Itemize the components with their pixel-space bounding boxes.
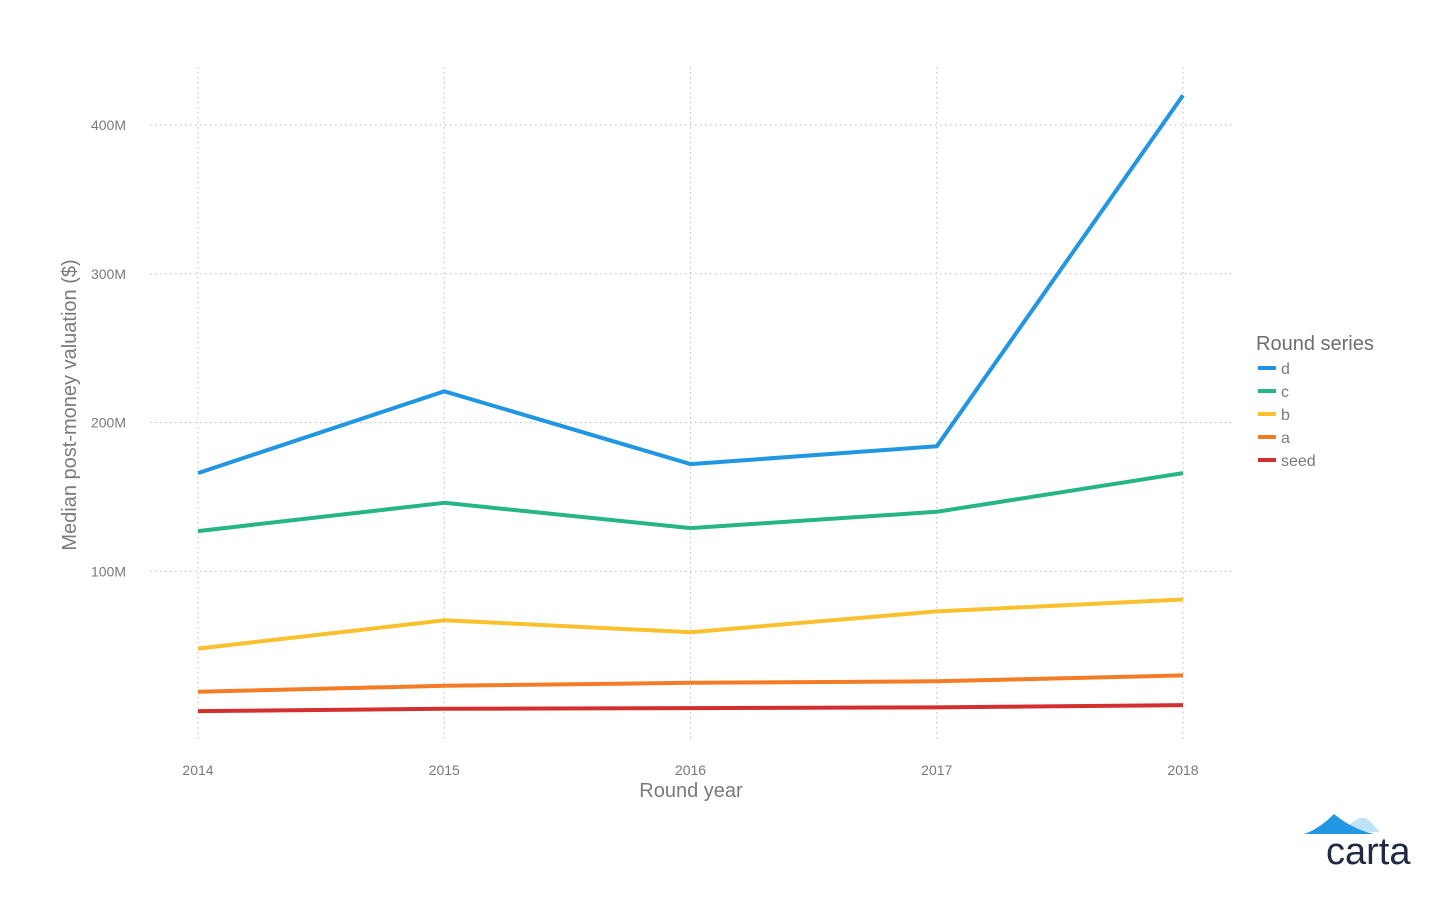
legend-label-a: a bbox=[1281, 430, 1290, 447]
series-lines bbox=[197, 94, 1185, 714]
x-tick-label: 2018 bbox=[1167, 762, 1198, 778]
y-tick-label: 200M bbox=[91, 415, 126, 431]
series-line-b bbox=[197, 597, 1184, 651]
axis-ticks: 2014 2015 2016 2017 2018 100M 200M 300M 400M bbox=[91, 117, 1199, 778]
carta-logo-wave bbox=[1304, 814, 1374, 834]
carta-logo-text: carta bbox=[1326, 831, 1411, 873]
y-tick-label: 400M bbox=[91, 117, 126, 133]
series-line-seed bbox=[197, 703, 1184, 714]
x-tick-label: 2014 bbox=[182, 762, 213, 778]
legend-label-b: b bbox=[1281, 407, 1290, 424]
y-tick-label: 300M bbox=[91, 266, 126, 282]
legend-title: Round series bbox=[1256, 333, 1374, 355]
series-line-d bbox=[197, 94, 1185, 475]
y-tick-label: 100M bbox=[91, 563, 126, 579]
x-tick-label: 2017 bbox=[921, 762, 952, 778]
x-tick-label: 2015 bbox=[429, 762, 460, 778]
x-tick-label: 2016 bbox=[675, 762, 706, 778]
legend-label-c: c bbox=[1281, 384, 1289, 401]
series-line-c bbox=[197, 471, 1184, 534]
y-axis-title: Median post-money valuation ($) bbox=[59, 259, 81, 550]
grid-lines bbox=[150, 67, 1235, 740]
legend-label-d: d bbox=[1281, 361, 1290, 378]
x-axis-title: Round year bbox=[639, 780, 743, 802]
series-line-a bbox=[197, 673, 1184, 694]
legend-label-seed: seed bbox=[1281, 453, 1316, 470]
carta-logo: carta bbox=[1304, 814, 1411, 873]
